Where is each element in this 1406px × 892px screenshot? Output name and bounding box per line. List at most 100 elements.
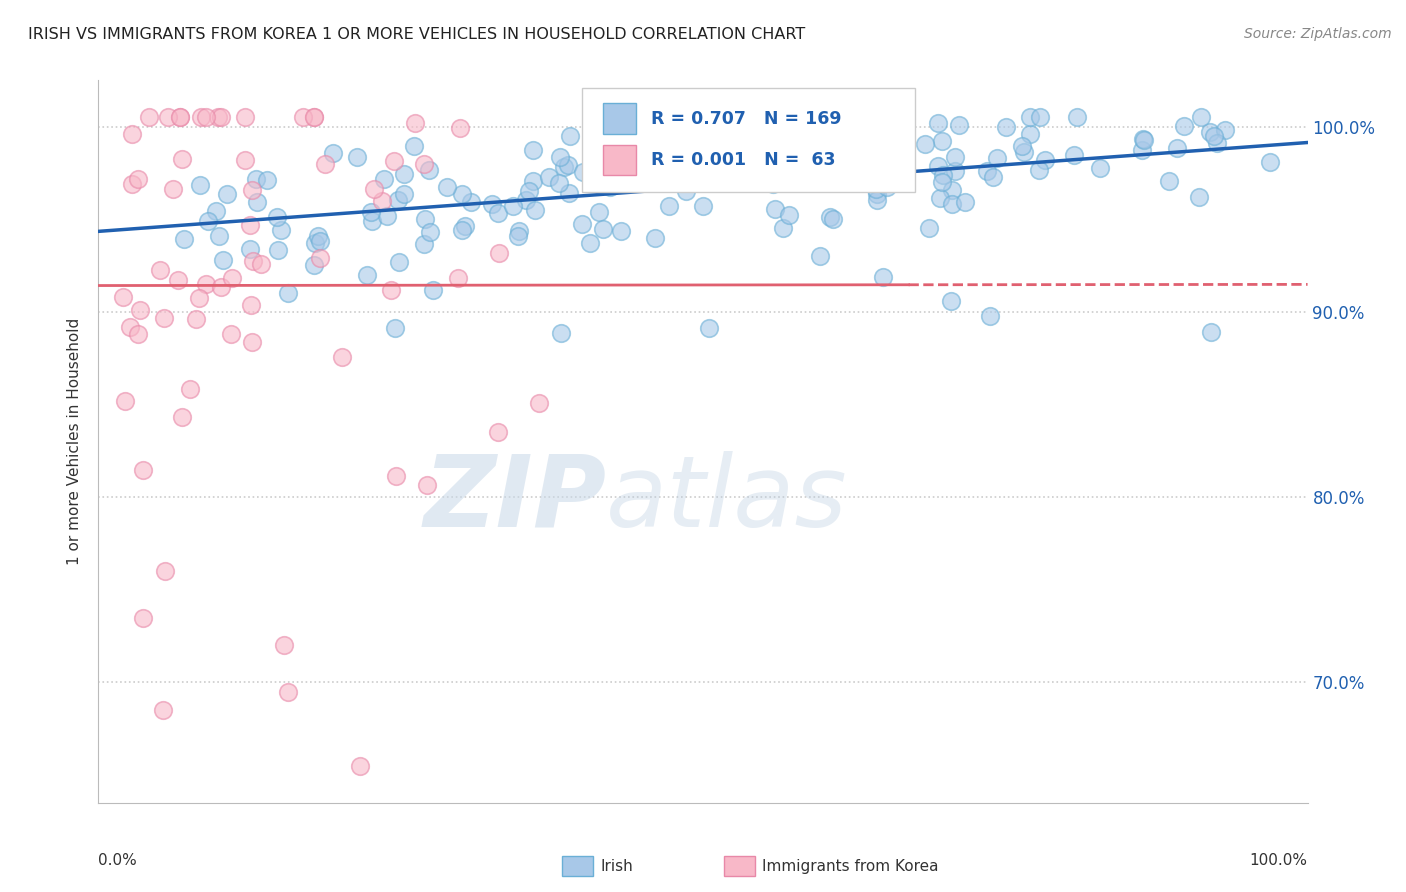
Point <box>322 146 344 161</box>
Point <box>302 111 325 125</box>
Point <box>240 335 263 350</box>
Point <box>233 153 256 167</box>
Point <box>179 382 201 396</box>
Point <box>169 111 191 125</box>
Point <box>309 234 332 248</box>
Point <box>1173 119 1195 133</box>
Point <box>132 462 155 476</box>
Point <box>363 182 385 196</box>
Point <box>890 174 912 188</box>
Point <box>1258 155 1281 169</box>
Point <box>506 228 529 243</box>
Point <box>451 223 474 237</box>
Point <box>380 283 402 297</box>
Point <box>945 163 967 178</box>
Point <box>277 684 299 698</box>
Point <box>762 177 785 191</box>
Point <box>941 183 963 197</box>
Point <box>349 758 371 772</box>
Point <box>560 128 582 143</box>
Point <box>447 271 470 285</box>
Point <box>820 210 842 224</box>
Point <box>804 141 827 155</box>
Point <box>416 478 439 492</box>
Point <box>404 116 426 130</box>
Point <box>460 195 482 210</box>
Point <box>1189 111 1212 125</box>
Point <box>797 168 820 182</box>
Point <box>537 169 560 184</box>
Point <box>711 124 734 138</box>
Point <box>742 145 765 160</box>
Point <box>1018 127 1040 141</box>
Point <box>979 310 1001 324</box>
Y-axis label: 1 or more Vehicles in Household: 1 or more Vehicles in Household <box>67 318 83 566</box>
Point <box>1029 111 1052 125</box>
Point <box>1157 174 1180 188</box>
Point <box>1166 141 1188 155</box>
Point <box>1028 163 1050 178</box>
Point <box>558 186 581 200</box>
Text: IRISH VS IMMIGRANTS FROM KOREA 1 OR MORE VEHICLES IN HOUSEHOLD CORRELATION CHART: IRISH VS IMMIGRANTS FROM KOREA 1 OR MORE… <box>28 27 806 42</box>
Point <box>304 235 326 250</box>
Point <box>219 326 242 341</box>
Point <box>550 326 572 340</box>
Point <box>887 144 910 158</box>
Point <box>1033 153 1056 167</box>
Point <box>1132 133 1154 147</box>
Point <box>422 283 444 297</box>
Point <box>392 167 415 181</box>
Point <box>837 156 859 170</box>
Text: R = 0.001   N =  63: R = 0.001 N = 63 <box>651 151 835 169</box>
Point <box>385 469 408 483</box>
Point <box>692 199 714 213</box>
Point <box>277 285 299 300</box>
Point <box>186 312 208 326</box>
Point <box>1011 138 1033 153</box>
Point <box>884 138 907 153</box>
Point <box>233 111 256 125</box>
Point <box>815 151 838 165</box>
Point <box>939 294 962 309</box>
Point <box>245 171 267 186</box>
Point <box>579 236 602 251</box>
Point <box>488 206 510 220</box>
Point <box>1088 161 1111 175</box>
Point <box>118 319 141 334</box>
Point <box>927 159 949 173</box>
Text: Source: ZipAtlas.com: Source: ZipAtlas.com <box>1244 27 1392 41</box>
Point <box>830 145 852 160</box>
Point <box>627 175 650 189</box>
Point <box>267 244 290 258</box>
Point <box>138 111 160 125</box>
Point <box>821 211 844 226</box>
Point <box>801 119 824 133</box>
Point <box>1188 190 1211 204</box>
Point <box>929 191 952 205</box>
Point <box>583 143 606 157</box>
Point <box>314 157 336 171</box>
Point <box>778 208 800 222</box>
Point <box>599 180 621 194</box>
Bar <box>603 145 637 175</box>
Point <box>976 163 998 178</box>
Point <box>129 303 152 318</box>
Point <box>643 116 665 130</box>
Point <box>211 252 233 267</box>
Point <box>527 396 550 410</box>
Point <box>242 253 264 268</box>
Point <box>360 204 382 219</box>
Point <box>1130 143 1153 157</box>
Point <box>436 180 458 194</box>
Point <box>588 205 610 219</box>
Text: 0.0%: 0.0% <box>98 854 138 869</box>
Point <box>412 237 434 252</box>
Point <box>375 209 398 223</box>
Point <box>304 111 326 125</box>
Text: R = 0.707   N = 169: R = 0.707 N = 169 <box>651 110 842 128</box>
Text: atlas: atlas <box>606 450 848 548</box>
Point <box>207 111 229 125</box>
Point <box>880 131 903 145</box>
Bar <box>562 856 593 876</box>
Point <box>839 173 862 187</box>
